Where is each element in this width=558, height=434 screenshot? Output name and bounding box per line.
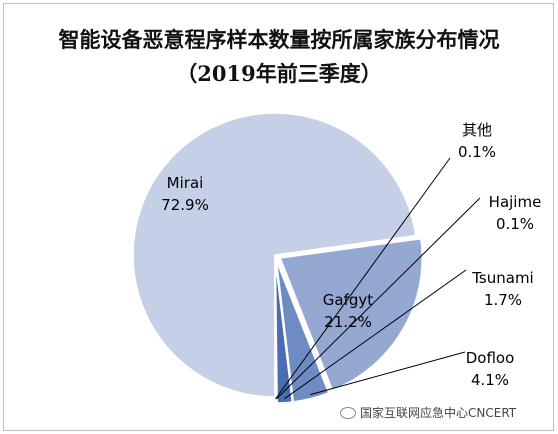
slice-value-label: 0.1% [458,143,496,161]
slice-label: 其他 [462,121,492,139]
slice-value-label: 72.9% [161,196,209,214]
leader-line [275,157,451,400]
slice-value-label: 4.1% [471,371,509,389]
chart-title: 智能设备恶意程序样本数量按所属家族分布情况 [58,27,500,52]
leader-line [276,197,481,400]
slice-label: Gafgyt [323,291,373,309]
slice-label: Mirai [167,174,204,192]
pie-slice-mirai [132,112,417,398]
pie-slice-gafgyt [279,237,423,392]
chart-subtitle: （2019年前三季度） [176,61,382,86]
watermark: 国家互联网应急中心CNCERT [340,404,516,421]
slice-label: Dofloo [466,349,515,367]
pie-slice-dofloo [275,260,330,403]
slice-value-label: 21.2% [324,313,372,331]
slice-label: Tsunami [471,269,533,287]
chart-frame [3,3,554,431]
slice-value-label: 0.1% [496,215,534,233]
wechat-icon [340,406,356,419]
leader-line [284,269,467,400]
leader-line [310,351,466,396]
slice-value-label: 1.7% [484,291,522,309]
watermark-text: 国家互联网应急中心CNCERT [360,406,517,420]
slice-label: Hajime [489,193,542,211]
pie-slice-其他 [274,260,277,404]
